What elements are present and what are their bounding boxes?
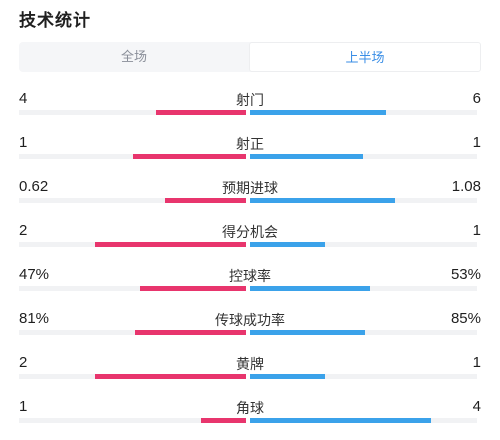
stat-label: 得分机会	[222, 224, 278, 240]
stat-label: 传球成功率	[215, 312, 285, 328]
home-value: 47%	[19, 266, 50, 283]
away-bar	[250, 198, 395, 203]
home-value: 0.62	[19, 178, 49, 195]
away-bar-track	[250, 154, 477, 159]
away-value: 53%	[450, 266, 481, 283]
stat-row-corners: 1 角球 4	[0, 398, 500, 432]
away-bar-track	[250, 418, 477, 423]
away-value: 1.08	[451, 178, 481, 195]
away-bar	[250, 242, 325, 247]
stat-row-yellow-cards: 2 黄牌 1	[0, 354, 500, 388]
home-bar	[164, 198, 246, 203]
away-bar-track	[250, 286, 477, 291]
stat-row-scoring-chances: 2 得分机会 1	[0, 222, 500, 256]
away-bar	[250, 154, 363, 159]
stat-label: 预期进球	[222, 180, 278, 196]
away-value: 85%	[450, 310, 481, 327]
tab-first-half[interactable]: 上半场	[249, 42, 481, 72]
period-tabs: 全场 上半场	[19, 42, 481, 72]
stat-row-pass-accuracy: 81% 传球成功率 85%	[0, 310, 500, 344]
tab-full-match[interactable]: 全场	[120, 49, 147, 64]
home-value: 81%	[19, 310, 50, 327]
away-value: 1	[472, 134, 481, 151]
home-value: 1	[19, 398, 28, 415]
stat-row-shots-on-target: 1 射正 1	[0, 134, 500, 168]
away-bar	[250, 330, 366, 335]
away-bar	[250, 110, 386, 115]
home-bar	[135, 330, 246, 335]
stat-label: 射门	[236, 92, 264, 108]
home-bar-track	[19, 154, 246, 159]
home-value: 2	[19, 222, 28, 239]
home-bar-track	[19, 374, 246, 379]
away-bar	[250, 418, 431, 423]
home-value: 1	[19, 134, 28, 151]
home-bar-track	[19, 330, 246, 335]
home-bar	[94, 242, 246, 247]
home-bar	[155, 110, 246, 115]
home-bar-track	[19, 286, 246, 291]
stat-row-expected-goals: 0.62 预期进球 1.08	[0, 178, 500, 212]
stat-row-shots: 4 射门 6	[0, 90, 500, 124]
home-bar-track	[19, 198, 246, 203]
home-bar	[133, 154, 246, 159]
stat-label: 黄牌	[236, 356, 264, 372]
away-bar-track	[250, 198, 477, 203]
home-bar-track	[19, 110, 246, 115]
home-value: 2	[19, 354, 28, 371]
away-bar-track	[250, 330, 477, 335]
away-bar-track	[250, 242, 477, 247]
away-bar-track	[250, 374, 477, 379]
home-bar-track	[19, 242, 246, 247]
away-value: 4	[472, 398, 481, 415]
home-bar	[94, 374, 246, 379]
away-value: 1	[472, 354, 481, 371]
stat-row-possession: 47% 控球率 53%	[0, 266, 500, 300]
home-bar	[139, 286, 246, 291]
away-bar	[250, 374, 325, 379]
section-title: 技术统计	[19, 11, 91, 30]
away-bar-track	[250, 110, 477, 115]
stat-label: 射正	[236, 136, 264, 152]
away-value: 1	[472, 222, 481, 239]
stat-label: 角球	[236, 400, 264, 416]
home-bar	[200, 418, 246, 423]
stat-label: 控球率	[229, 268, 271, 284]
home-bar-track	[19, 418, 246, 423]
home-value: 4	[19, 90, 28, 107]
away-value: 6	[472, 90, 481, 107]
away-bar	[250, 286, 370, 291]
